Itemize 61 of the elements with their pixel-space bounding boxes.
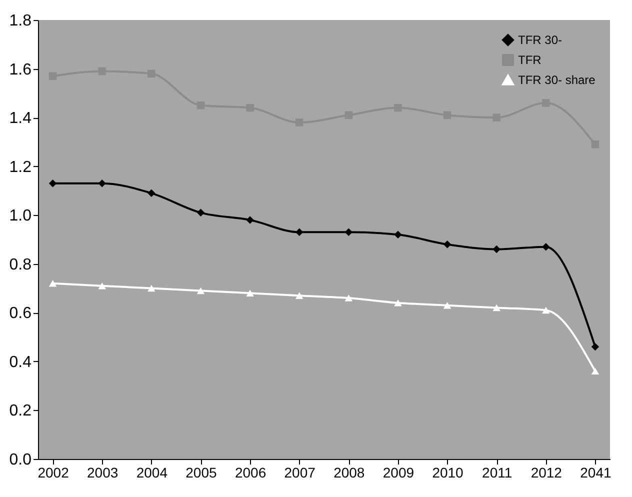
- y-tick-label: 1.4: [9, 110, 32, 128]
- point: [344, 228, 353, 236]
- point: [443, 302, 452, 309]
- legend-label: TFR 30- share: [518, 73, 596, 87]
- point: [542, 99, 550, 107]
- x-tick-label: 2012: [530, 464, 562, 480]
- point: [98, 282, 106, 290]
- point: [246, 104, 254, 112]
- point: [591, 368, 600, 375]
- y-tick-label: 0.6: [9, 305, 32, 322]
- x-tick-label: 2007: [284, 464, 316, 480]
- x-tick-label: 2041: [580, 464, 612, 480]
- point: [344, 111, 353, 119]
- point: [246, 216, 254, 224]
- y-tick-label: 0.2: [9, 402, 32, 420]
- point: [394, 300, 402, 306]
- y-tick-label: 1.2: [9, 158, 32, 176]
- point: [492, 304, 500, 312]
- point: [344, 294, 353, 302]
- point: [394, 104, 402, 112]
- point: [148, 70, 156, 78]
- y-tick-label: 1.0: [9, 208, 32, 225]
- x-tick-label: 2004: [136, 464, 168, 480]
- point: [542, 242, 550, 251]
- point: [246, 290, 254, 297]
- point: [48, 280, 57, 287]
- x-tick-label: 2011: [482, 464, 512, 480]
- point: [591, 342, 600, 351]
- point: [542, 306, 550, 314]
- x-tick-label: 2006: [234, 464, 266, 480]
- y-tick-label: 0.4: [9, 354, 32, 371]
- x-tick-label: 2003: [87, 464, 118, 480]
- point: [443, 240, 452, 248]
- y-tick-label: 0.8: [9, 256, 32, 274]
- point: [196, 208, 205, 217]
- point: [148, 284, 156, 292]
- x-tick-label: 2008: [334, 464, 365, 480]
- point: [48, 180, 57, 188]
- point: [443, 111, 452, 119]
- x-tick-label: 2010: [432, 464, 464, 480]
- point: [492, 114, 500, 122]
- point: [394, 230, 402, 238]
- point: [48, 72, 57, 80]
- x-tick-label: 2002: [38, 464, 70, 480]
- point: [492, 245, 500, 254]
- point: [591, 140, 600, 148]
- point: [295, 292, 304, 299]
- point: [98, 67, 106, 76]
- x-tick-label: 2009: [382, 464, 414, 480]
- y-tick-label: 1.6: [9, 61, 32, 78]
- legend-label: TFR: [518, 53, 542, 67]
- point: [196, 101, 205, 110]
- y-tick-label: 0.0: [9, 452, 32, 468]
- legend-label: TFR 30-: [518, 33, 562, 47]
- y-tick-label: 1.8: [9, 12, 32, 30]
- point: [98, 180, 106, 188]
- point: [295, 228, 304, 236]
- point: [295, 118, 304, 126]
- point: [148, 189, 156, 198]
- point: [196, 287, 205, 294]
- x-tick-label: 2005: [186, 464, 218, 480]
